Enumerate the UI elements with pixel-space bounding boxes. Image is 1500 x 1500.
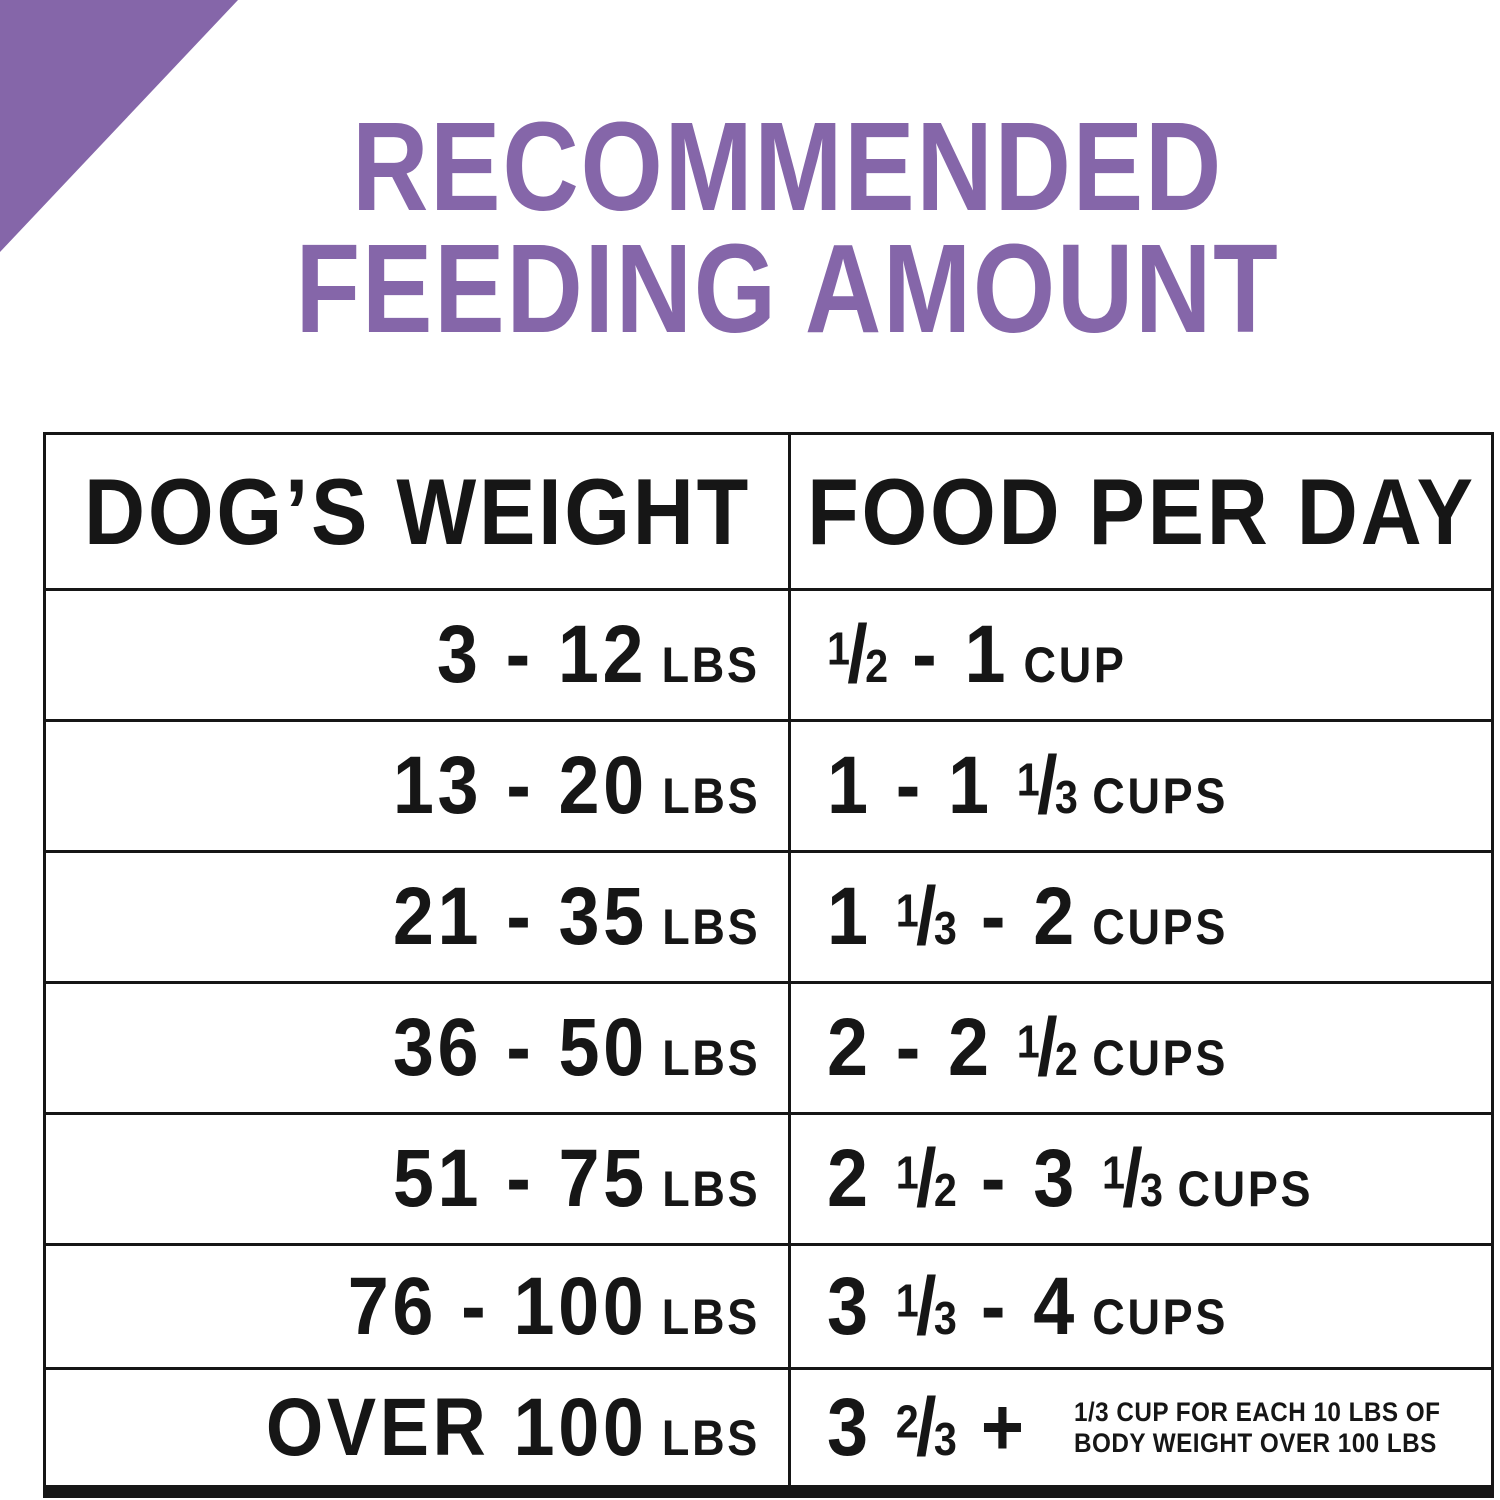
- table-row-7-weight-cell: OVER 100 LBS: [46, 1370, 791, 1485]
- food-value: 3 2/3 +: [827, 1381, 1028, 1473]
- food-unit: CUPS: [1177, 1161, 1314, 1217]
- food-value: 2 1/2 - 3 1/3: [827, 1133, 1164, 1224]
- header-cell-food-per-day: FOOD PER DAY: [791, 435, 1491, 591]
- weight-value: 76 - 100: [347, 1260, 648, 1352]
- table-row-7-food-cell: 3 2/3 + 1/3 CUP FOR EACH 10 LBS OF BODY …: [791, 1370, 1491, 1485]
- weight-unit: LBS: [661, 637, 760, 693]
- weight-value: 51 - 75: [392, 1133, 648, 1224]
- weight-unit: LBS: [661, 1161, 760, 1217]
- table-row-6-weight-cell: 76 - 100 LBS: [46, 1246, 791, 1370]
- weight-unit: LBS: [661, 1409, 760, 1466]
- table-row-3-weight-cell: 21 - 35 LBS: [46, 853, 791, 984]
- column-header-food-per-day: FOOD PER DAY: [806, 458, 1476, 564]
- page-title: RECOMMENDED FEEDING AMOUNT: [75, 96, 1500, 359]
- weight-unit: LBS: [661, 1030, 760, 1086]
- food-unit: CUP: [1023, 637, 1127, 693]
- food-value: 1 1/3 - 2: [827, 871, 1078, 962]
- feeding-amount-table: DOG’S WEIGHT FOOD PER DAY 3 - 12 LBS 1/2 …: [43, 432, 1494, 1498]
- weight-value: 21 - 35: [392, 871, 648, 962]
- food-note-line-1: 1/3 CUP FOR EACH 10 LBS OF: [1073, 1396, 1441, 1427]
- page-title-line-1: RECOMMENDED: [351, 96, 1224, 237]
- page-title-line-2: FEEDING AMOUNT: [295, 218, 1280, 359]
- food-value: 1/2 - 1: [827, 609, 1010, 700]
- table-row-2-weight-cell: 13 - 20 LBS: [46, 722, 791, 853]
- food-unit: CUPS: [1092, 899, 1229, 955]
- table-row-1-weight-cell: 3 - 12 LBS: [46, 591, 791, 722]
- table-row-1-food-cell: 1/2 - 1 CUP: [791, 591, 1491, 722]
- weight-value: 13 - 20: [392, 740, 648, 831]
- table-row-2-food-cell: 1 - 1 1/3 CUPS: [791, 722, 1491, 853]
- weight-unit: LBS: [661, 768, 760, 824]
- weight-value: OVER 100: [265, 1381, 648, 1473]
- food-unit: CUPS: [1092, 1288, 1229, 1345]
- column-header-dogs-weight: DOG’S WEIGHT: [83, 458, 751, 564]
- header-cell-dogs-weight: DOG’S WEIGHT: [46, 435, 791, 591]
- food-unit: CUPS: [1092, 1030, 1229, 1086]
- weight-value: 3 - 12: [437, 609, 648, 700]
- weight-unit: LBS: [661, 899, 760, 955]
- food-value: 1 - 1 1/3: [827, 740, 1078, 831]
- table-row-6-food-cell: 3 1/3 - 4 CUPS: [791, 1246, 1491, 1370]
- table-row-4-food-cell: 2 - 2 1/2 CUPS: [791, 984, 1491, 1115]
- table-row-5-weight-cell: 51 - 75 LBS: [46, 1115, 791, 1246]
- table-row-3-food-cell: 1 1/3 - 2 CUPS: [791, 853, 1491, 984]
- table-row-4-weight-cell: 36 - 50 LBS: [46, 984, 791, 1115]
- table-row-5-food-cell: 2 1/2 - 3 1/3 CUPS: [791, 1115, 1491, 1246]
- weight-value: 36 - 50: [392, 1002, 648, 1093]
- food-value: 3 1/3 - 4: [827, 1260, 1078, 1352]
- food-note-line-2: BODY WEIGHT OVER 100 LBS: [1073, 1427, 1437, 1458]
- weight-unit: LBS: [661, 1288, 760, 1345]
- food-unit: CUPS: [1092, 768, 1229, 824]
- food-value: 2 - 2 1/2: [827, 1002, 1078, 1093]
- food-note: 1/3 CUP FOR EACH 10 LBS OF BODY WEIGHT O…: [1074, 1397, 1440, 1459]
